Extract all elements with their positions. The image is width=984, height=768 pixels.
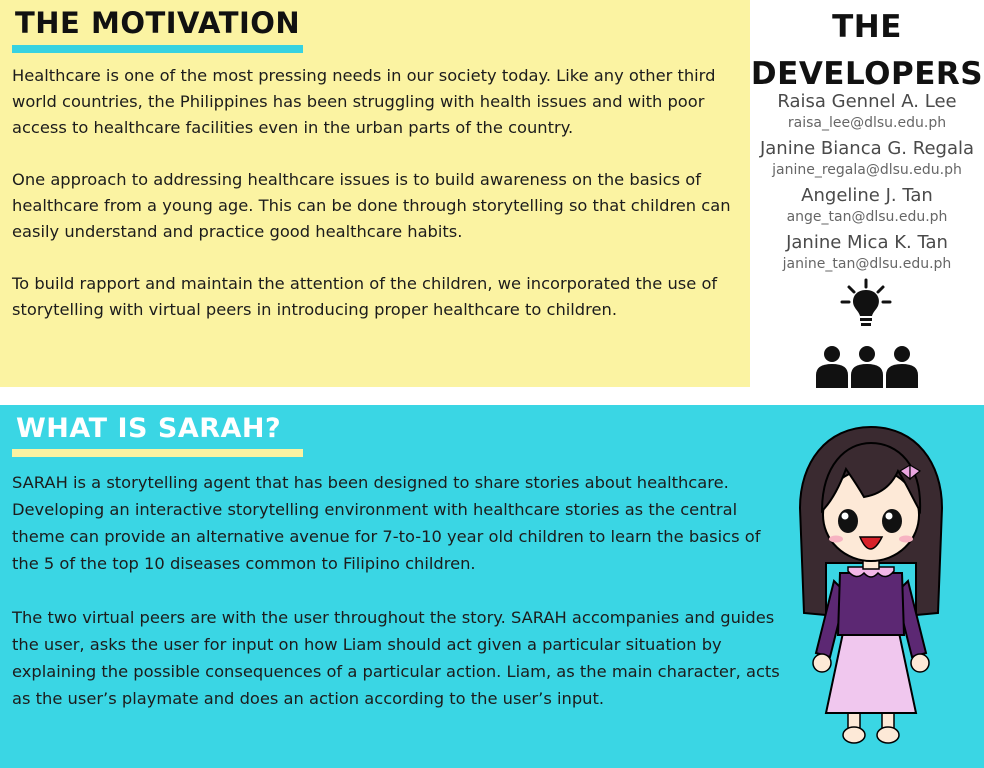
sarah-body: SARAH is a storytelling agent that has b… [12, 469, 782, 739]
developer-name: Raisa Gennel A. Lee [777, 91, 957, 112]
sarah-paragraph-1: SARAH is a storytelling agent that has b… [12, 473, 761, 573]
motivation-body: Healthcare is one of the most pressing n… [12, 63, 744, 349]
developer-entry: Janine Mica K. Tan janine_tan@dlsu.edu.p… [750, 231, 984, 273]
motivation-paragraph-1: Healthcare is one of the most pressing n… [12, 66, 716, 137]
developer-name: Janine Bianca G. Regala [759, 138, 975, 159]
sarah-title: WHAT IS SARAH? [16, 413, 282, 444]
developers-title-line-2: DEVELOPERS [750, 56, 984, 92]
motivation-title-underline [12, 45, 303, 53]
developer-name: Angeline J. Tan [801, 185, 933, 206]
developer-email: raisa_lee@dlsu.edu.ph [787, 115, 947, 131]
motivation-paragraph-3: To build rapport and maintain the attent… [12, 274, 718, 319]
developers-title: THE DEVELOPERS [750, 4, 984, 98]
developer-name: Janine Mica K. Tan [786, 232, 948, 253]
developer-entry: Janine Bianca G. Regala janine_regala@dl… [750, 137, 984, 179]
developer-entry: Angeline J. Tan ange_tan@dlsu.edu.ph [750, 184, 984, 226]
sarah-character-illustration [798, 425, 944, 744]
developer-email: janine_regala@dlsu.edu.ph [772, 162, 962, 178]
motivation-panel: THE MOTIVATION Healthcare is one of the … [0, 0, 750, 387]
sarah-panel: WHAT IS SARAH? SARAH is a storytelling a… [0, 405, 984, 768]
developer-entry: Raisa Gennel A. Lee raisa_lee@dlsu.edu.p… [750, 90, 984, 132]
developers-title-line-1: THE [832, 9, 902, 45]
motivation-paragraph-2: One approach to addressing healthcare is… [12, 170, 731, 241]
developer-list: Raisa Gennel A. Lee raisa_lee@dlsu.edu.p… [750, 90, 984, 278]
idea-team-icon [816, 278, 918, 388]
sarah-title-underline [12, 449, 303, 457]
developers-panel: THE DEVELOPERS Raisa Gennel A. Lee raisa… [750, 0, 984, 405]
motivation-title: THE MOTIVATION [15, 6, 301, 40]
developer-email: ange_tan@dlsu.edu.ph [786, 209, 948, 225]
developer-email: janine_tan@dlsu.edu.ph [782, 256, 952, 272]
sarah-paragraph-2: The two virtual peers are with the user … [12, 608, 780, 708]
